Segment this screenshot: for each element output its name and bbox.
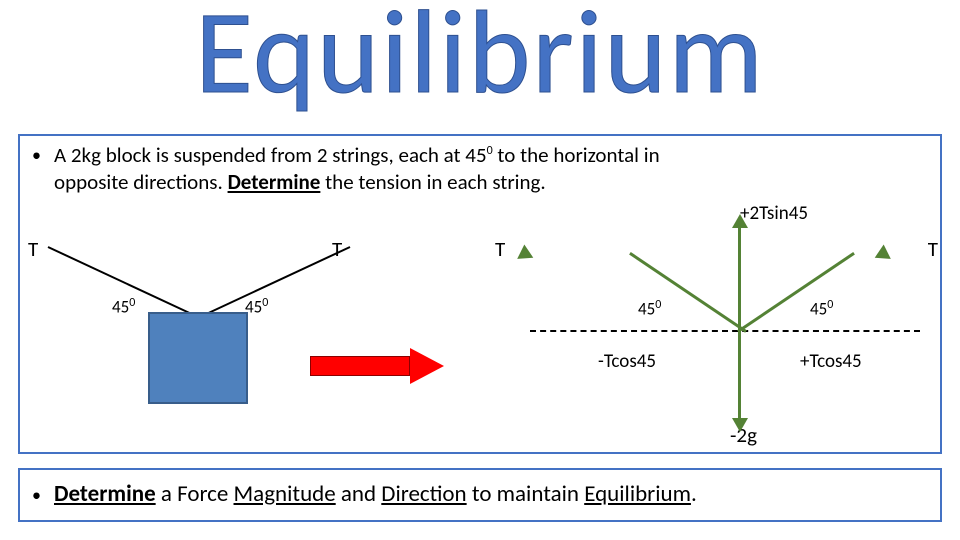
fbd-down-arrow <box>738 330 741 422</box>
free-body-diagram: +2Tsin45 T T 450 450 -Tcos45 +Tcos45 -2g <box>490 202 940 452</box>
block-shape <box>148 312 248 404</box>
page-title: Equilibrium <box>0 0 960 124</box>
angle-right-label: 450 <box>245 296 268 318</box>
fbd-angle-right: 450 <box>810 298 833 320</box>
bullet-icon: • <box>32 144 41 166</box>
problem-line2a: opposite directions. <box>54 169 228 195</box>
angle-left-label: 450 <box>112 296 135 318</box>
problem-line1b: to the horizontal in <box>493 142 660 168</box>
problem-line2b: the tension in each string. <box>320 169 545 195</box>
fbd-tl-arrowhead <box>513 244 534 265</box>
fbd-top-label: +2Tsin45 <box>740 202 808 225</box>
problem-determine: Determine <box>228 169 321 195</box>
fbd-t-left: T <box>495 236 505 262</box>
problem-box: • A 2kg block is suspended from 2 string… <box>18 134 942 454</box>
bullet-icon: • <box>32 484 41 506</box>
tension-left-label: T <box>28 236 38 262</box>
problem-text: A 2kg block is suspended from 2 strings,… <box>54 142 914 197</box>
fbd-tr-arrow <box>737 252 855 333</box>
fbd-up-arrowhead <box>732 214 748 228</box>
fbd-angle-left: 450 <box>638 298 661 320</box>
fbd-down-arrowhead <box>732 418 748 432</box>
fbd-pos-tcos: +Tcos45 <box>800 350 862 373</box>
question2-text: Determine a Force Magnitude and Directio… <box>54 480 697 508</box>
fbd-tr-arrowhead <box>875 244 896 265</box>
fbd-tl-arrow <box>629 252 747 333</box>
problem-line1a: A 2kg block is suspended from 2 strings,… <box>54 142 487 168</box>
fbd-up-arrow <box>738 220 741 330</box>
implies-arrow <box>310 350 446 382</box>
question2-box: • Determine a Force Magnitude and Direct… <box>18 468 942 522</box>
fbd-horizontal-dash <box>530 330 920 332</box>
fbd-neg-tcos: -Tcos45 <box>598 350 656 373</box>
fbd-t-right: T <box>928 236 938 262</box>
string-right <box>205 246 351 315</box>
